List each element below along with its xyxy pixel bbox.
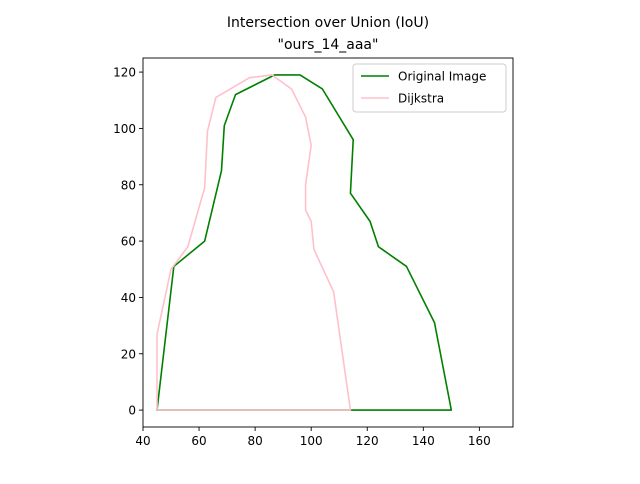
y-tick-label: 120 [113,66,136,80]
legend-entry: Original Image [398,70,486,84]
x-tick-label: 140 [412,434,435,448]
x-tick-label: 120 [356,434,379,448]
x-tick-label: 80 [247,434,262,448]
chart-title: Intersection over Union (IoU) [227,15,429,31]
y-tick-label: 40 [121,291,136,305]
y-tick-label: 100 [113,122,136,136]
legend-entry: Dijkstra [398,92,444,106]
y-tick-label: 0 [128,404,136,418]
plot-area: 40 60 80 100 120 140 160 0 20 40 60 80 100 120 [113,57,514,448]
series-line-original-image [156,74,453,411]
y-tick-label: 60 [121,235,136,249]
y-tick-label: 20 [121,347,136,361]
axes-frame [142,57,514,428]
legend-box [352,63,507,113]
y-tick-label: 80 [121,178,136,192]
x-tick-label: 60 [191,434,206,448]
legend: Original Image Dijkstra [352,63,507,113]
x-tick-label: 40 [135,434,150,448]
chart-subtitle: "ours_14_aaa" [278,37,379,53]
series-line-dijkstra [156,74,352,411]
x-tick-label: 160 [468,434,491,448]
x-tick-label: 100 [300,434,323,448]
